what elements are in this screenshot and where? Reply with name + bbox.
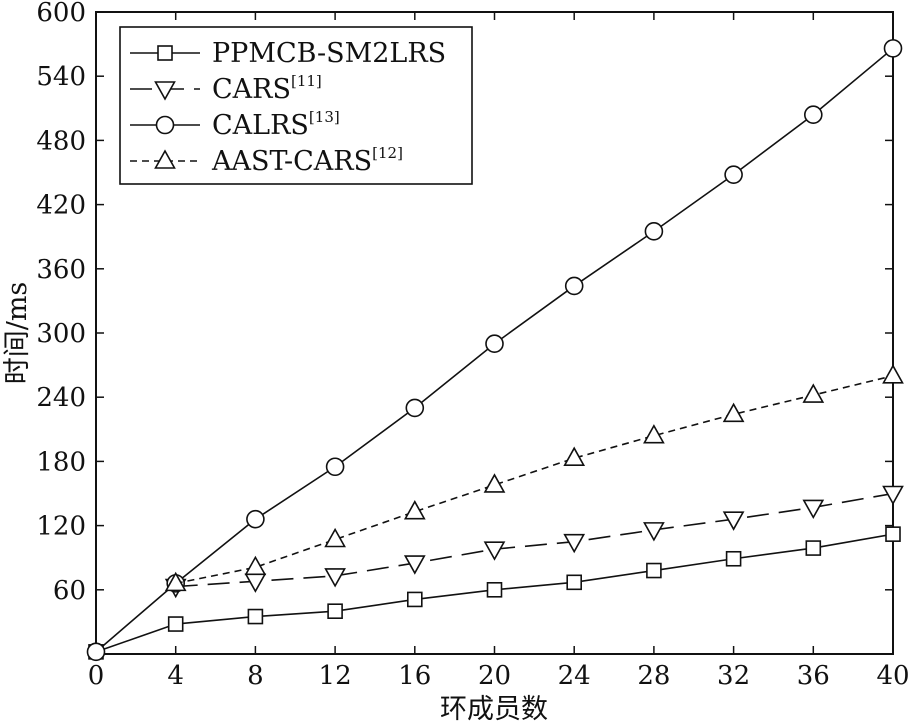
x-tick-label: 0 [88,661,105,691]
legend-marker [154,149,176,169]
x-tick-label: 20 [478,661,511,691]
data-point [405,398,425,418]
x-tick-label: 4 [167,661,184,691]
x-tick-label: 12 [319,661,352,691]
x-tick-label: 16 [398,661,431,691]
series-3 [86,39,903,662]
y-tick-label: 600 [36,0,86,28]
legend-marker [155,115,175,135]
x-tick-label: 24 [558,661,591,691]
data-point [247,608,264,625]
data-point [644,222,664,241]
data-point [167,616,184,632]
y-tick-label: 180 [36,447,86,477]
x-tick-label: 28 [637,661,670,691]
y-tick-label: 540 [36,62,86,92]
x-tick-label: 40 [876,661,909,691]
data-point [805,540,822,556]
data-point [327,603,343,620]
axis-ticks: 0 4 8 12 16 20 24 28 32 36 40 60 120 180 240 300 360 420 4… [36,0,909,691]
series-2 [164,485,904,599]
legend-box [119,26,473,185]
data-point [324,568,346,588]
data-point [403,500,426,520]
series-layer [86,39,904,662]
x-tick-label: 32 [717,661,750,691]
x-axis-label: 环成员数 [440,694,548,725]
data-point [722,511,745,531]
data-point [244,555,267,576]
data-point [882,485,904,506]
data-point [643,424,665,444]
y-tick-label: 420 [36,191,86,221]
legend-item: AAST-CARS[12] [130,144,403,177]
x-tick-label: 36 [797,661,830,691]
data-point [563,533,586,554]
legend-marker [157,45,173,61]
data-point [725,550,742,567]
legend-label: PPMCB-SM2LRS [212,38,446,69]
data-point [722,402,745,423]
data-point [86,642,106,662]
data-point [324,527,346,548]
y-tick-label: 480 [36,126,86,156]
data-point [643,522,665,542]
data-point [882,364,904,384]
legend-marker [154,81,176,101]
y-tick-label: 300 [36,319,86,349]
data-point [724,165,743,184]
data-point [483,541,506,561]
y-tick-label: 120 [36,512,86,542]
data-point [244,573,267,593]
data-point [566,574,583,591]
legend-item: PPMCB-SM2LRS [130,38,446,69]
data-point [646,562,662,579]
data-point [164,571,187,592]
legend-label: AAST-CARS[12] [211,144,403,177]
series-1 [88,526,901,660]
y-axis-label: 时间/ms [2,282,33,385]
y-tick-label: 60 [53,576,86,606]
series-line [175,492,894,588]
legend: PPMCB-SM2LRSCARS[11]CALRS[13]AAST-CARS[1… [119,26,473,185]
data-point [483,473,506,493]
data-point [403,555,426,575]
y-tick-label: 240 [36,383,86,413]
data-point [803,105,823,125]
data-point [883,39,903,58]
data-point [802,499,825,520]
series-4 [164,364,904,592]
data-point [325,457,345,477]
data-point [246,509,265,529]
data-point [885,526,901,542]
series-line [175,375,894,585]
data-point [564,276,584,296]
data-point [802,383,825,403]
data-point [486,581,503,598]
data-point [485,334,504,354]
y-tick-label: 360 [36,255,86,285]
data-point [406,591,423,608]
x-tick-label: 8 [247,661,264,691]
data-point [563,446,586,466]
